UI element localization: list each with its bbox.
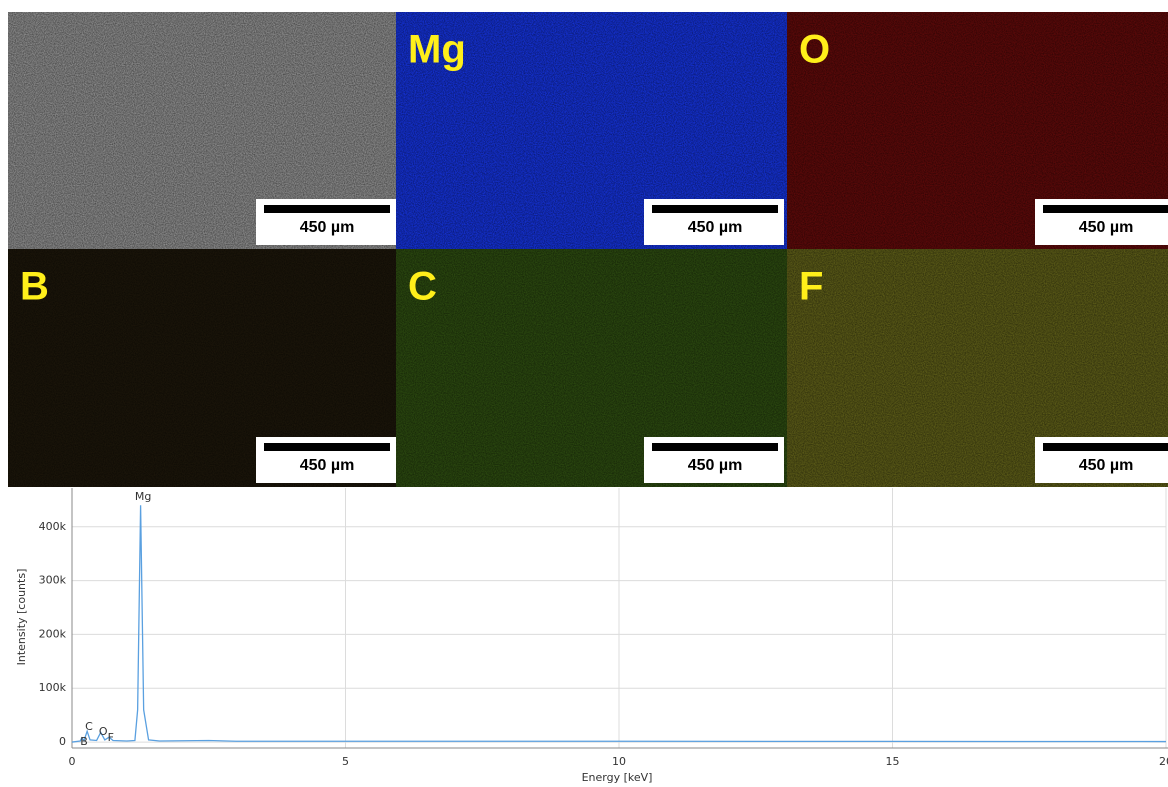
element-label: O — [799, 28, 830, 72]
scale-bar-label: 450 µm — [688, 457, 743, 474]
scale-bar — [1043, 205, 1168, 213]
scale-bar — [264, 205, 390, 213]
y-tick-label: 200k — [39, 627, 67, 640]
x-tick-label: 5 — [342, 755, 349, 768]
peak-label: Mg — [135, 490, 151, 503]
y-tick-label: 0 — [59, 735, 66, 748]
scale-bar-label: 450 µm — [300, 219, 355, 236]
map-panel: F 450 µm — [787, 249, 1168, 487]
scale-bar-label: 450 µm — [688, 219, 743, 236]
peak-label: C — [85, 720, 93, 733]
scale-bar — [652, 205, 778, 213]
peak-label: O — [99, 725, 108, 738]
map-panel: 450 µm — [8, 12, 396, 249]
y-axis-label: Intensity [counts] — [15, 569, 28, 666]
map-panel: B 450 µm — [8, 249, 396, 487]
scale-bar-label: 450 µm — [1079, 457, 1134, 474]
map-panel: Mg 450 µm — [396, 12, 787, 249]
scale-bar — [1043, 443, 1168, 451]
element-label: C — [408, 265, 437, 309]
x-tick-label: 15 — [886, 755, 900, 768]
x-tick-label: 20 — [1159, 755, 1168, 768]
x-tick-label: 10 — [612, 755, 626, 768]
y-tick-label: 100k — [39, 681, 67, 694]
map-panel: O 450 µm — [787, 12, 1168, 249]
map-panels: 450 µm Mg 450 µm O 450 µm B 450 µm C 450 µm F 450 … — [8, 12, 1168, 487]
scale-bar — [264, 443, 390, 451]
x-axis-label: Energy [keV] — [582, 771, 653, 784]
peak-label: F — [108, 731, 114, 744]
element-label: F — [799, 265, 823, 309]
y-tick-label: 400k — [39, 520, 67, 533]
x-tick-label: 0 — [69, 755, 76, 768]
element-label: Mg — [408, 28, 466, 72]
scale-bar-label: 450 µm — [300, 457, 355, 474]
map-panel: C 450 µm — [396, 249, 787, 487]
scale-bar-label: 450 µm — [1079, 219, 1134, 236]
peak-label: B — [80, 735, 88, 748]
y-tick-label: 300k — [39, 574, 67, 587]
element-label: B — [20, 265, 49, 309]
scale-bar — [652, 443, 778, 451]
figure: 450 µm Mg 450 µm O 450 µm B 450 µm C 450 µm F 450 … — [0, 0, 1168, 787]
page: 450 µm Mg 450 µm O 450 µm B 450 µm C 450 µm F 450 … — [0, 0, 1168, 787]
